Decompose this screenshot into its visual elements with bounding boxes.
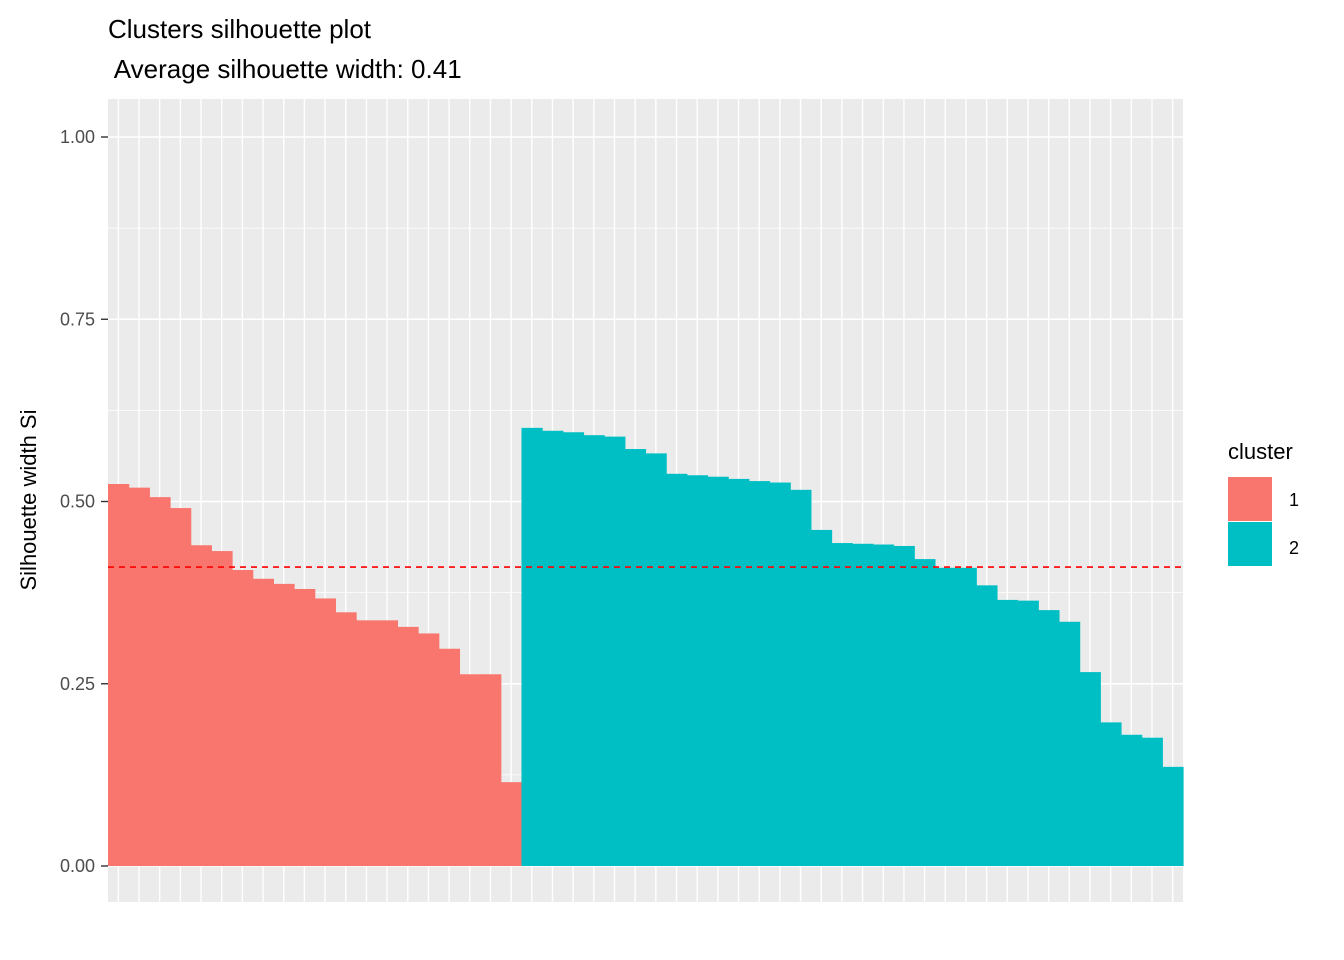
bar-cluster-1 [149, 497, 171, 866]
bar-cluster-2 [934, 567, 957, 866]
silhouette-bars [108, 427, 1184, 866]
bar-cluster-2 [686, 475, 709, 866]
bar-cluster-2 [583, 435, 605, 866]
bar-cluster-2 [1141, 737, 1163, 866]
bar-cluster-1 [356, 620, 378, 866]
bar-cluster-1 [232, 570, 254, 866]
bar-cluster-1 [397, 626, 419, 866]
bar-cluster-2 [1017, 600, 1039, 866]
y-tick-label: 0.00 [60, 856, 95, 876]
bar-cluster-1 [480, 674, 502, 866]
bar-cluster-2 [562, 432, 585, 866]
y-tick-label: 0.75 [60, 309, 95, 329]
bar-cluster-2 [996, 599, 1019, 866]
bar-cluster-2 [914, 559, 936, 866]
bar-cluster-2 [707, 476, 729, 866]
chart-title: Clusters silhouette plot [108, 14, 372, 44]
bar-cluster-2 [521, 427, 543, 866]
bar-cluster-2 [790, 489, 812, 866]
bar-cluster-2 [1100, 722, 1122, 866]
bar-cluster-1 [273, 583, 295, 866]
bar-cluster-2 [893, 545, 915, 866]
legend-label-1: 1 [1289, 490, 1299, 510]
bar-cluster-1 [252, 578, 274, 866]
y-tick-label: 0.50 [60, 492, 95, 512]
bar-cluster-2 [872, 544, 895, 866]
bar-cluster-1 [108, 484, 130, 866]
bar-cluster-1 [190, 545, 212, 866]
bar-cluster-2 [1058, 621, 1081, 866]
y-axis-title: Silhouette width Si [16, 410, 41, 591]
chart-subtitle: Average silhouette width: 0.41 [108, 54, 462, 84]
bar-cluster-2 [852, 543, 874, 866]
bar-cluster-1 [500, 782, 523, 866]
y-tick-label: 0.25 [60, 674, 95, 694]
legend-title: cluster [1228, 439, 1293, 464]
bar-cluster-2 [769, 482, 791, 866]
legend-swatch-2 [1228, 522, 1272, 566]
bar-cluster-2 [1038, 610, 1060, 866]
bar-cluster-2 [604, 436, 626, 866]
bar-cluster-1 [459, 674, 481, 866]
bar-cluster-1 [294, 588, 316, 866]
bar-cluster-1 [128, 487, 150, 866]
bar-cluster-1 [170, 508, 192, 866]
y-tick-label: 1.00 [60, 127, 95, 147]
bar-cluster-2 [955, 567, 977, 866]
bar-cluster-1 [418, 633, 440, 866]
bar-cluster-2 [1162, 766, 1184, 866]
bar-cluster-2 [748, 481, 771, 866]
bar-cluster-2 [645, 453, 667, 866]
bar-cluster-1 [438, 648, 461, 866]
bar-cluster-2 [831, 543, 853, 866]
bar-cluster-2 [728, 478, 750, 866]
bar-cluster-1 [376, 620, 399, 866]
bar-cluster-2 [542, 430, 564, 866]
bar-cluster-2 [1120, 734, 1143, 866]
bar-cluster-1 [314, 598, 336, 866]
bar-cluster-2 [624, 449, 647, 866]
bar-cluster-2 [1079, 672, 1101, 866]
bar-cluster-1 [211, 551, 233, 866]
y-axis: 0.00 0.25 0.50 0.75 1.00 [60, 127, 108, 876]
bar-cluster-1 [335, 612, 357, 866]
legend: cluster 1 2 [1228, 439, 1299, 566]
bar-cluster-2 [976, 585, 998, 866]
bar-cluster-2 [810, 529, 833, 866]
legend-swatch-1 [1228, 477, 1272, 521]
legend-label-2: 2 [1289, 538, 1299, 558]
bar-cluster-2 [666, 473, 688, 866]
